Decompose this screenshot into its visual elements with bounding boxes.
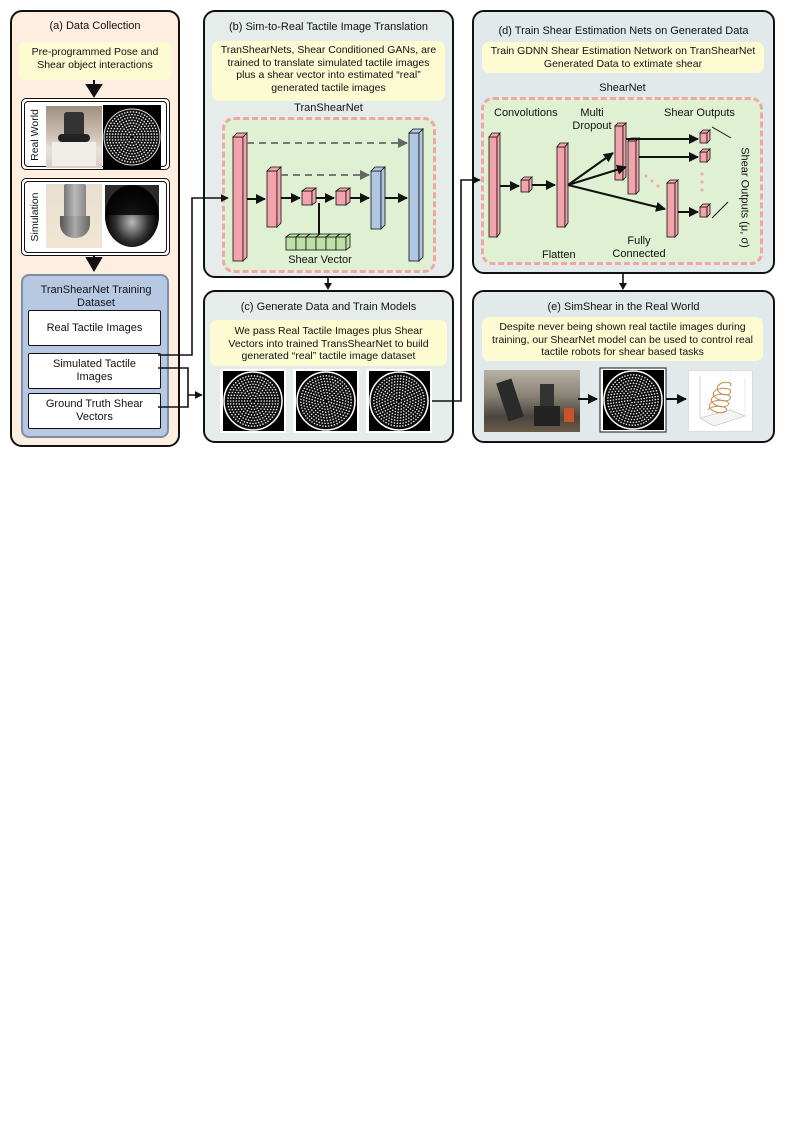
panel-e-title: (e) SimShear in the Real World xyxy=(547,301,700,313)
convolutions-label: Convolutions xyxy=(494,107,558,119)
transhearnet-label: TranShearNet xyxy=(294,102,363,114)
simulation-sensor-render xyxy=(46,184,102,248)
panel-e-note: Despite never being shown real tactile i… xyxy=(482,317,763,361)
training-dataset-title: TranShearNet Training Dataset xyxy=(40,284,152,309)
panel-b-note: TranShearNets, Shear Conditioned GANs, a… xyxy=(212,41,445,101)
simulated-tactile-images-item: Simulated Tactile Images xyxy=(28,353,161,389)
panel-d-title: (d) Train Shear Estimation Nets on Gener… xyxy=(498,25,749,37)
shearnet-label: ShearNet xyxy=(599,82,646,94)
ground-truth-shear-vectors-item: Ground Truth Shear Vectors xyxy=(28,393,161,429)
panel-c-title: (c) Generate Data and Train Models xyxy=(240,301,417,313)
shear-outputs-label: Shear Outputs xyxy=(664,107,735,119)
panel-generate-data: (c) Generate Data and Train Models We pa… xyxy=(203,290,454,443)
robot-arm-photo xyxy=(484,370,580,432)
panel-simshear-real-world: (e) SimShear in the Real World Despite n… xyxy=(472,290,775,443)
panel-b-title: (b) Sim-to-Real Tactile Image Translatio… xyxy=(228,21,429,33)
panel-sim-to-real: (b) Sim-to-Real Tactile Image Translatio… xyxy=(203,10,454,278)
transhearnet-region xyxy=(222,117,436,273)
panel-data-collection: (a) Data Collection Pre-programmed Pose … xyxy=(10,10,180,447)
real-tactile-images-item: Real Tactile Images xyxy=(28,310,161,346)
panel-d-note: Train GDNN Shear Estimation Network on T… xyxy=(482,42,764,73)
simulation-label: Simulation xyxy=(29,192,41,242)
panel-c-note: We pass Real Tactile Images plus Shear V… xyxy=(210,320,447,366)
panel-a-note: Pre-programmed Pose and Shear object int… xyxy=(18,42,172,80)
panel-train-shear-nets: (d) Train Shear Estimation Nets on Gener… xyxy=(472,10,775,274)
shear-outputs-side-label: Shear Outputs (μ, σ) xyxy=(738,147,751,248)
real-world-sensor-photo xyxy=(46,106,102,168)
flatten-label: Flatten xyxy=(542,249,576,261)
shear-vector-label: Shear Vector xyxy=(288,254,352,266)
panel-a-title: (a) Data Collection xyxy=(49,20,141,32)
fully-connected-label: Fully Connected xyxy=(612,235,666,260)
plot-3d-trajectory xyxy=(688,370,753,432)
real-world-label: Real World xyxy=(29,109,41,161)
multi-dropout-label: Multi Dropout xyxy=(572,107,612,132)
